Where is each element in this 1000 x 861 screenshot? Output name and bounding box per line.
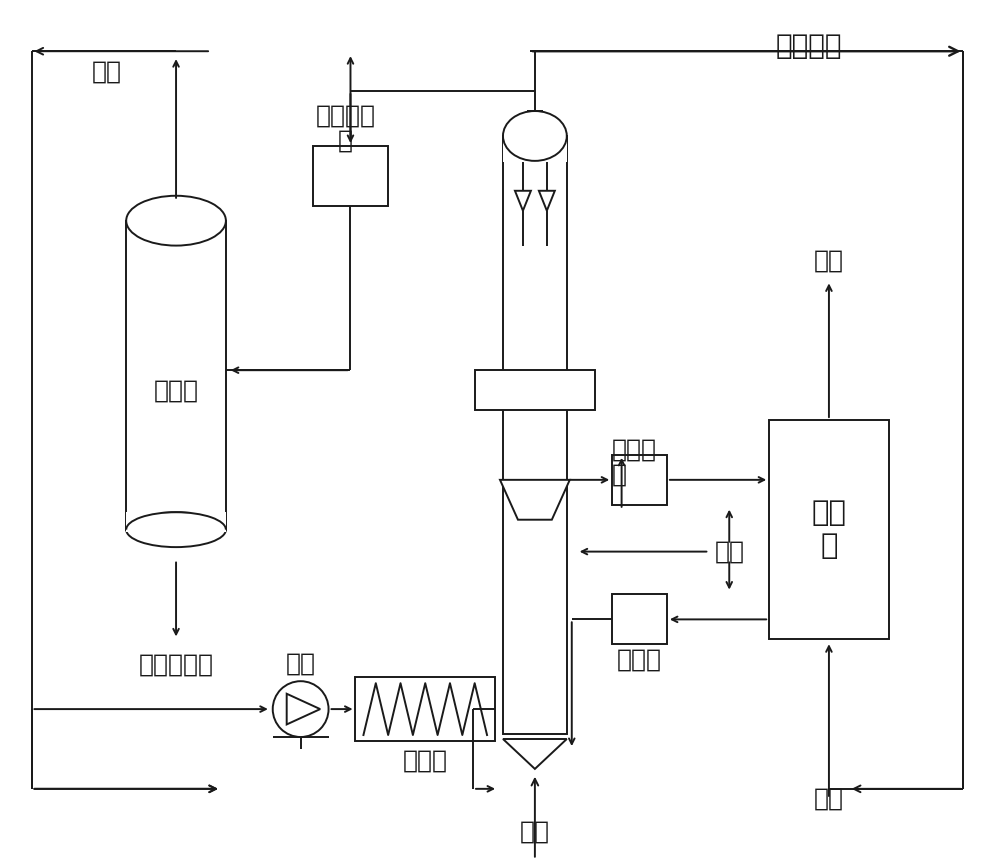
Text: 氢气: 氢气 (520, 820, 550, 844)
Text: 剂: 剂 (612, 463, 627, 486)
Bar (503, 136, 567, 162)
Bar (769, 420, 889, 640)
Text: 气液分离: 气液分离 (316, 104, 376, 128)
Text: 原料: 原料 (286, 651, 316, 675)
Bar (313, 146, 388, 206)
Circle shape (273, 681, 329, 737)
Text: 废催化: 废催化 (612, 438, 657, 462)
Bar (503, 136, 567, 734)
Text: 联苯浓缩液: 联苯浓缩液 (139, 653, 214, 676)
Polygon shape (500, 480, 570, 520)
Text: 溶剂: 溶剂 (91, 59, 121, 84)
Text: 循环氢气: 循环氢气 (776, 32, 842, 60)
Text: 蒸发器: 蒸发器 (154, 378, 199, 402)
Bar (355, 678, 495, 741)
Bar (612, 455, 667, 505)
Polygon shape (515, 191, 531, 211)
Polygon shape (539, 191, 555, 211)
Bar (612, 594, 667, 644)
Polygon shape (503, 739, 567, 769)
Text: 加热器: 加热器 (403, 749, 448, 773)
Polygon shape (287, 694, 320, 724)
Text: 催化剂: 催化剂 (617, 647, 662, 672)
Text: 氮气: 氮气 (714, 540, 744, 564)
Text: 器: 器 (338, 129, 353, 153)
Bar (475, 370, 595, 410)
Bar (126, 511, 226, 532)
Text: 再生
器: 再生 器 (811, 499, 846, 560)
Text: 空气: 空气 (814, 787, 844, 811)
Ellipse shape (503, 111, 567, 161)
Bar (126, 220, 226, 530)
Ellipse shape (126, 195, 226, 245)
Ellipse shape (126, 512, 226, 547)
Text: 烟气: 烟气 (814, 249, 844, 273)
